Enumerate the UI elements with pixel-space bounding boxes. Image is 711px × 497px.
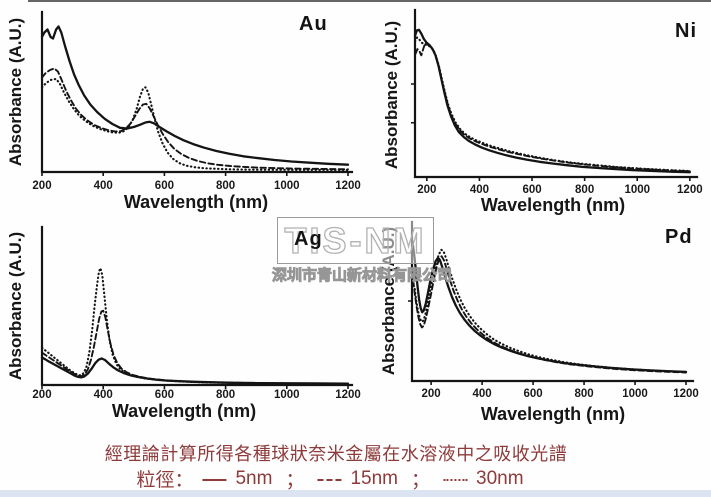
axes-ni [413, 8, 699, 179]
y-axis-label-au: Absorbance (A.U.) [6, 17, 25, 167]
x-tick-label-ag: 200 [32, 389, 51, 401]
top-border-line [28, 0, 711, 2]
x-tick-label-au: 200 [32, 180, 51, 192]
y-axis-label-ni: Absorbance (A.U.) [382, 20, 401, 170]
x-tick-label-ni: 1000 [624, 184, 650, 196]
x-tick-label-pd: 1200 [673, 388, 699, 400]
au-curve-30nm [40, 77, 350, 172]
x-tick-label-pd: 800 [574, 388, 593, 400]
chart-title-pd: Pd [665, 226, 693, 248]
x-tick-label-ni: 1200 [677, 184, 703, 196]
axes-au [40, 10, 354, 174]
x-tick-label-ni: 600 [522, 184, 541, 196]
au-curve-5nm [40, 25, 350, 166]
legend-row: 粒徑： 5nm ； 15nm ； 30nm [136, 465, 523, 492]
legend-item-label: 30nm [476, 467, 524, 489]
chart-canvas: 200 400 600 800 1000 1200 200 400 600 800 1000 1200… [32, 8, 703, 401]
x-tick-label-au: 1000 [274, 180, 300, 192]
x-tick-label-ni: 800 [575, 184, 594, 196]
chart-title-au: Au [299, 13, 328, 35]
pd-curve-30nm [413, 248, 688, 374]
x-tick-label-ag: 1200 [335, 389, 361, 401]
legend-item-label: 5nm [235, 467, 273, 489]
x-tick-label-au: 1200 [335, 180, 361, 192]
x-tick-label-ni: 200 [417, 184, 436, 196]
ni-curve-5nm [413, 28, 691, 174]
legend-swatch-dotted [443, 479, 468, 481]
legend-item-label: 15nm [350, 467, 398, 489]
x-tick-label-pd: 400 [473, 388, 492, 400]
legend-label: 粒徑： [136, 470, 194, 491]
ni-curve-30nm [413, 36, 691, 173]
x-axis-label-ni: Wavelength (nm) [480, 195, 626, 215]
x-tick-label-pd: 600 [523, 388, 542, 400]
x-tick-label-pd: 200 [422, 388, 441, 400]
legend-swatch-solid [202, 479, 227, 481]
x-tick-label-ag: 400 [94, 389, 113, 401]
watermark-logo-text: TIS-NM [284, 219, 427, 261]
x-tick-label-ni: 400 [470, 184, 489, 196]
au-curve-15nm [41, 67, 349, 171]
axes-pd [410, 220, 695, 383]
x-axis-label-pd: Wavelength (nm) [480, 404, 626, 424]
pd-curve-15nm [412, 255, 687, 374]
caption-text: 經理論計算所得各種球狀奈米金屬在水溶液中之吸收光譜 [104, 444, 568, 464]
x-axis-label-ag: Wavelength (nm) [111, 401, 257, 421]
legend-separator: ； [285, 470, 305, 491]
x-axis-label-au: Wavelength (nm) [123, 192, 269, 212]
x-tick-label-pd: 1000 [622, 388, 648, 400]
x-tick-label-au: 800 [216, 180, 235, 192]
x-tick-label-ag: 1000 [274, 389, 300, 401]
ni-curve-15nm [414, 41, 691, 173]
pd-curve-5nm [411, 240, 688, 374]
watermark-box: TIS-NM [277, 217, 434, 264]
x-tick-label-au: 400 [94, 180, 113, 192]
x-tick-label-au: 600 [155, 180, 174, 192]
legend-separator: ； [410, 470, 431, 491]
x-tick-label-ag: 600 [155, 389, 174, 401]
y-axis-label-ag: Absorbance (A.U.) [6, 231, 25, 381]
x-tick-label-ag: 800 [216, 389, 235, 401]
chart-title-ni: Ni [675, 20, 697, 42]
chart-title-ag: Ag [294, 228, 323, 250]
bottom-strip [0, 490, 711, 497]
ag-curve-30nm [40, 267, 350, 385]
legend-swatch-dashed [317, 479, 342, 481]
watermark-company-text: 深圳市青山新材料有限公司 [272, 267, 453, 285]
